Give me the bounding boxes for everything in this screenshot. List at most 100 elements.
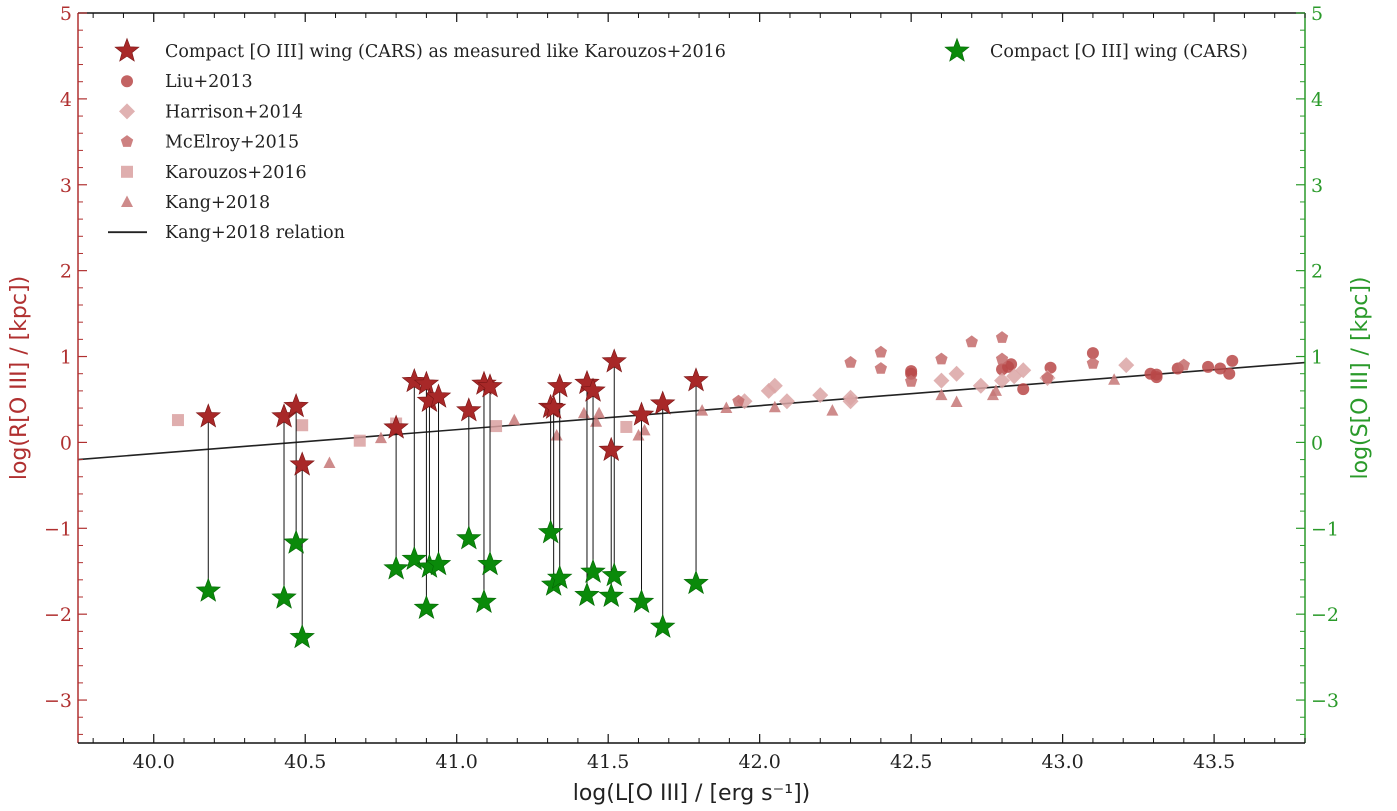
legend-square-icon <box>121 165 133 178</box>
x-tick-label: 40.5 <box>284 751 326 773</box>
y-right-tick-label: 1 <box>1311 347 1323 369</box>
point-cars-karouzos-star <box>598 436 624 461</box>
point-cars-karouzos-star <box>283 392 309 418</box>
point-mcelroy-2015 <box>844 356 857 368</box>
point-mcelroy-2015 <box>905 374 918 387</box>
point-cars-star <box>580 558 606 583</box>
point-cars-star <box>271 584 297 609</box>
legend-diamond-icon <box>119 103 135 120</box>
point-cars-karouzos-star <box>456 397 482 422</box>
point-cars-star <box>456 525 482 550</box>
point-karouzos-2016 <box>490 420 503 433</box>
legend-label: McElroy+2015 <box>165 133 299 153</box>
x-tick-label: 42.5 <box>890 751 932 773</box>
y-right-axis-title: log(S[O III] / [kpc]) <box>1348 277 1373 480</box>
point-harrison-2014 <box>778 393 795 410</box>
y-left-axis-title: log(R[O III] / [kpc]) <box>7 276 32 480</box>
y-left-tick-label: −2 <box>44 604 72 626</box>
legend-pentagon-icon <box>120 135 134 147</box>
point-cars-karouzos-star <box>540 394 567 419</box>
y-right-tick-label: −3 <box>1311 690 1339 712</box>
point-cars-star <box>574 581 600 607</box>
point-cars-karouzos-star <box>580 377 606 402</box>
x-tick-label: 43.0 <box>1041 751 1083 773</box>
legend: Compact [O III] wing (CARS) as measured … <box>108 37 1248 243</box>
x-tick-label: 42.0 <box>739 751 781 773</box>
point-cars-karouzos-star <box>546 373 573 398</box>
point-cars-karouzos-star <box>477 373 503 398</box>
point-liu-2013 <box>1017 383 1030 396</box>
point-mcelroy-2015 <box>1177 358 1190 371</box>
legend-label: Compact [O III] wing (CARS) as measured … <box>165 42 726 62</box>
point-cars-star <box>289 624 315 649</box>
point-cars-star <box>195 577 222 602</box>
x-tick-label: 41.0 <box>436 751 478 773</box>
legend-label-right: Compact [O III] wing (CARS) <box>990 42 1248 62</box>
point-karouzos-2016 <box>620 420 633 433</box>
point-cars-star <box>413 594 440 619</box>
y-left-tick-label: 1 <box>60 347 72 369</box>
point-kang-2018 <box>1108 373 1121 385</box>
legend-circle-icon <box>121 75 133 88</box>
point-cars-karouzos-star <box>601 348 627 373</box>
point-cars-star <box>477 551 503 576</box>
x-axis-title: log(L[O III] / [erg s⁻¹]) <box>573 781 811 806</box>
point-mcelroy-2015 <box>732 394 745 407</box>
legend-star-red-icon <box>114 37 140 62</box>
point-cars-star <box>401 545 428 570</box>
y-left-tick-label: 5 <box>60 3 72 25</box>
legend-label: Harrison+2014 <box>165 102 303 122</box>
y-right-tick-label: 0 <box>1311 432 1323 454</box>
point-liu-2013 <box>1150 368 1163 381</box>
point-mcelroy-2015 <box>995 331 1009 343</box>
y-right-tick-label: 5 <box>1311 3 1323 25</box>
y-left-tick-label: −3 <box>44 690 72 712</box>
point-kang-2018 <box>935 388 948 401</box>
point-kang-2018 <box>768 400 781 413</box>
point-cars-karouzos-star <box>628 401 655 426</box>
point-cars-star <box>628 588 655 613</box>
point-liu-2013 <box>905 365 918 378</box>
point-liu-2013 <box>1214 362 1227 375</box>
legend-label: Liu+2013 <box>165 72 253 92</box>
point-mcelroy-2015 <box>995 352 1009 365</box>
point-liu-2013 <box>1086 347 1099 360</box>
point-cars-star <box>425 551 452 576</box>
point-cars-star <box>598 582 624 607</box>
point-cars-star <box>649 613 676 638</box>
y-right-tick-label: −1 <box>1311 518 1339 540</box>
point-kang-2018 <box>989 384 1002 396</box>
point-karouzos-2016 <box>171 414 184 427</box>
point-kang-2018 <box>720 401 733 414</box>
point-cars-star <box>283 529 309 554</box>
axes: 40.0 40.5 41.0 41.5 42.0 42.5 43.0 43.5 −3 −3 −2 −2… <box>7 3 1373 806</box>
point-kang-2018 <box>696 404 709 416</box>
point-liu-2013 <box>1005 358 1018 371</box>
point-cars-karouzos-star <box>649 390 676 415</box>
data-layer <box>77 331 1306 649</box>
point-cars-star <box>537 519 564 544</box>
x-tick-label: 40.0 <box>133 751 175 773</box>
point-harrison-2014 <box>994 372 1011 389</box>
point-cars-star <box>546 564 573 589</box>
point-karouzos-2016 <box>296 419 309 432</box>
point-mcelroy-2015 <box>1086 356 1100 369</box>
point-harrison-2014 <box>933 372 950 389</box>
legend-star-green-icon <box>944 37 970 62</box>
point-harrison-2014 <box>972 377 989 394</box>
point-harrison-2014 <box>1015 362 1032 379</box>
y-left-tick-label: 0 <box>60 432 72 454</box>
y-left-tick-label: 4 <box>60 89 72 111</box>
point-kang-2018 <box>950 395 963 408</box>
point-liu-2013 <box>1223 367 1236 380</box>
point-cars-karouzos-star <box>413 370 440 395</box>
y-right-tick-label: 3 <box>1311 175 1323 197</box>
point-harrison-2014 <box>812 387 829 404</box>
y-left-tick-label: −1 <box>44 518 72 540</box>
y-right-tick-label: 4 <box>1311 89 1323 111</box>
point-kang-2018 <box>508 413 521 426</box>
y-left-tick-label: 3 <box>60 175 72 197</box>
point-kang-2018 <box>323 456 336 469</box>
legend-triangle-icon <box>121 195 133 207</box>
